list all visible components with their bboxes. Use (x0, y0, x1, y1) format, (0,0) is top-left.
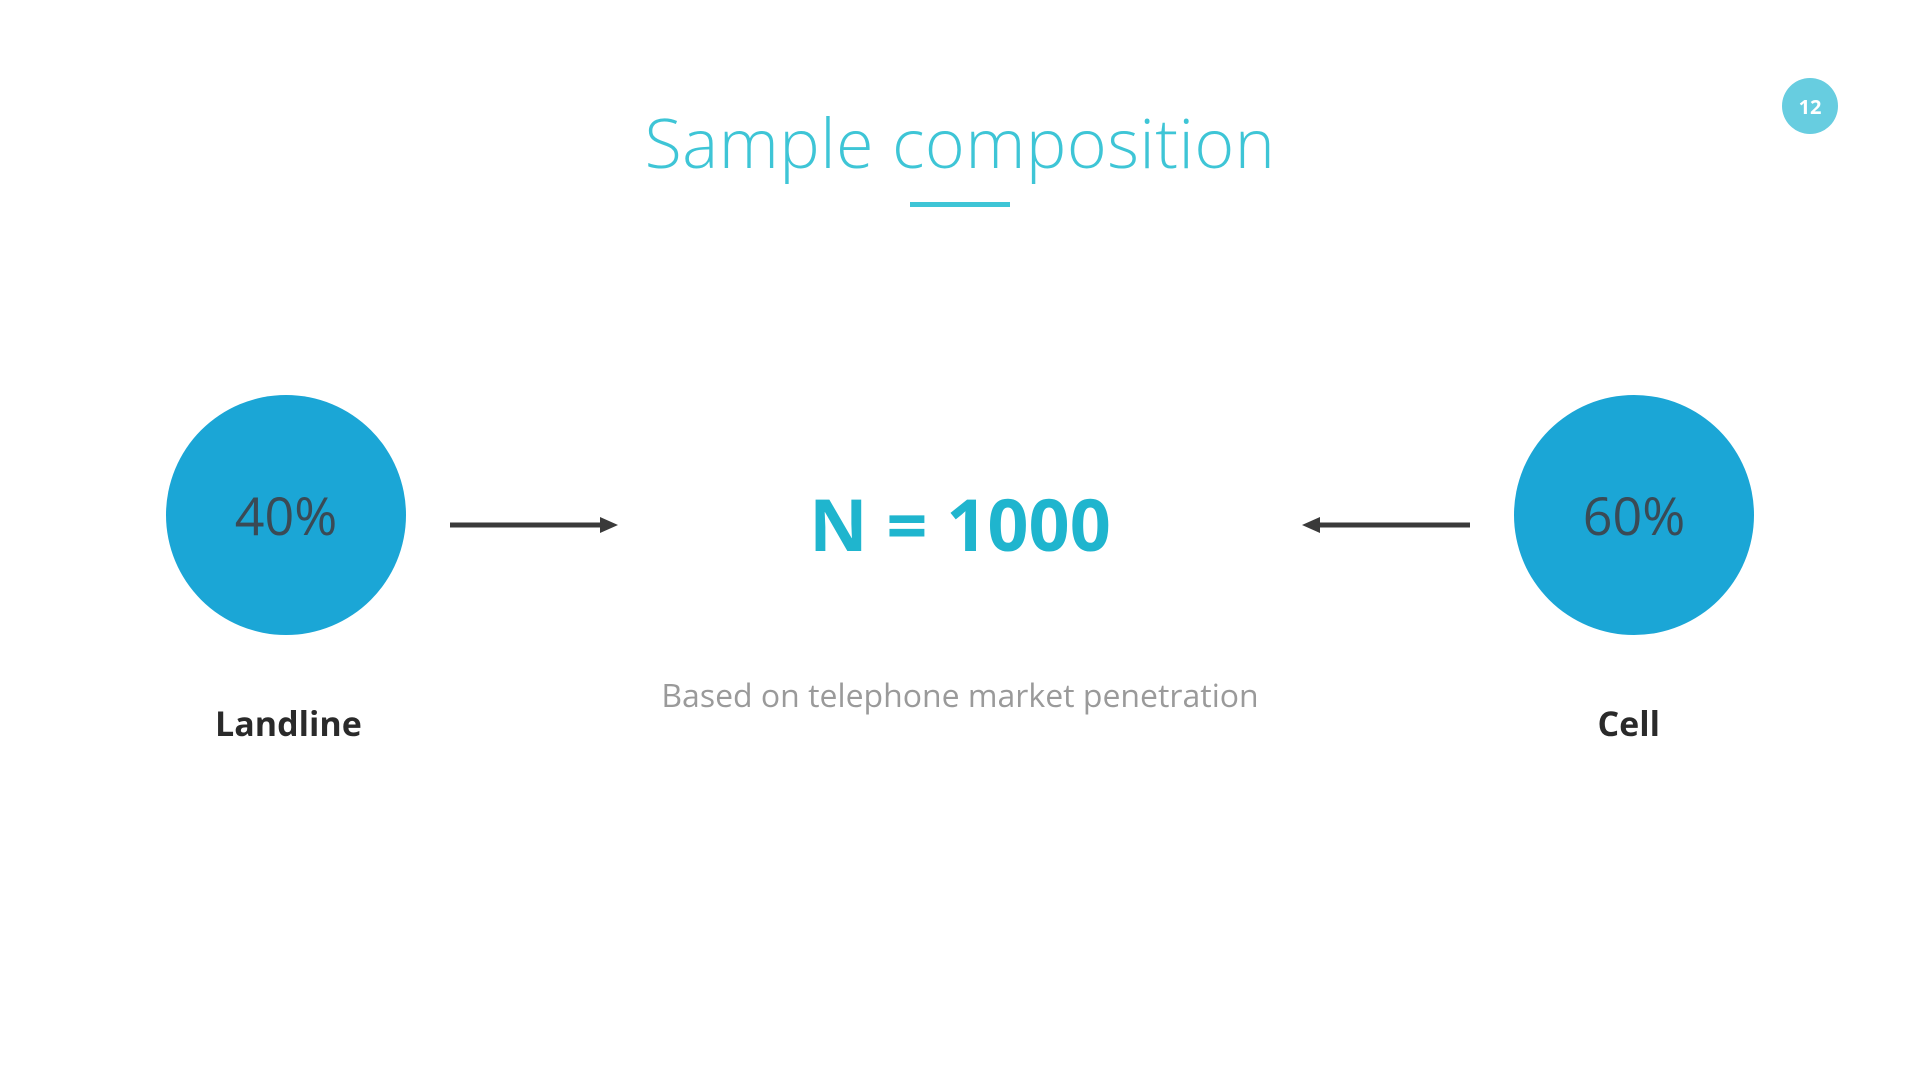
left-circle-value: 40% (235, 480, 337, 551)
page-number-text: 12 (1799, 93, 1822, 120)
title-underline (910, 202, 1010, 207)
arrow-left-icon (1300, 510, 1470, 540)
left-circle-label: Landline (215, 700, 362, 746)
right-circle-value: 60% (1583, 480, 1685, 551)
arrow-right-icon (450, 510, 620, 540)
page-number-badge: 12 (1782, 78, 1838, 134)
right-circle: 60% (1514, 395, 1754, 635)
right-circle-label: Cell (1597, 700, 1660, 746)
slide-subtitle: Based on telephone market penetration (661, 674, 1258, 717)
left-circle: 40% (166, 395, 406, 635)
slide-title: Sample composition (645, 95, 1276, 188)
sample-size-value: N = 1000 (809, 475, 1111, 573)
